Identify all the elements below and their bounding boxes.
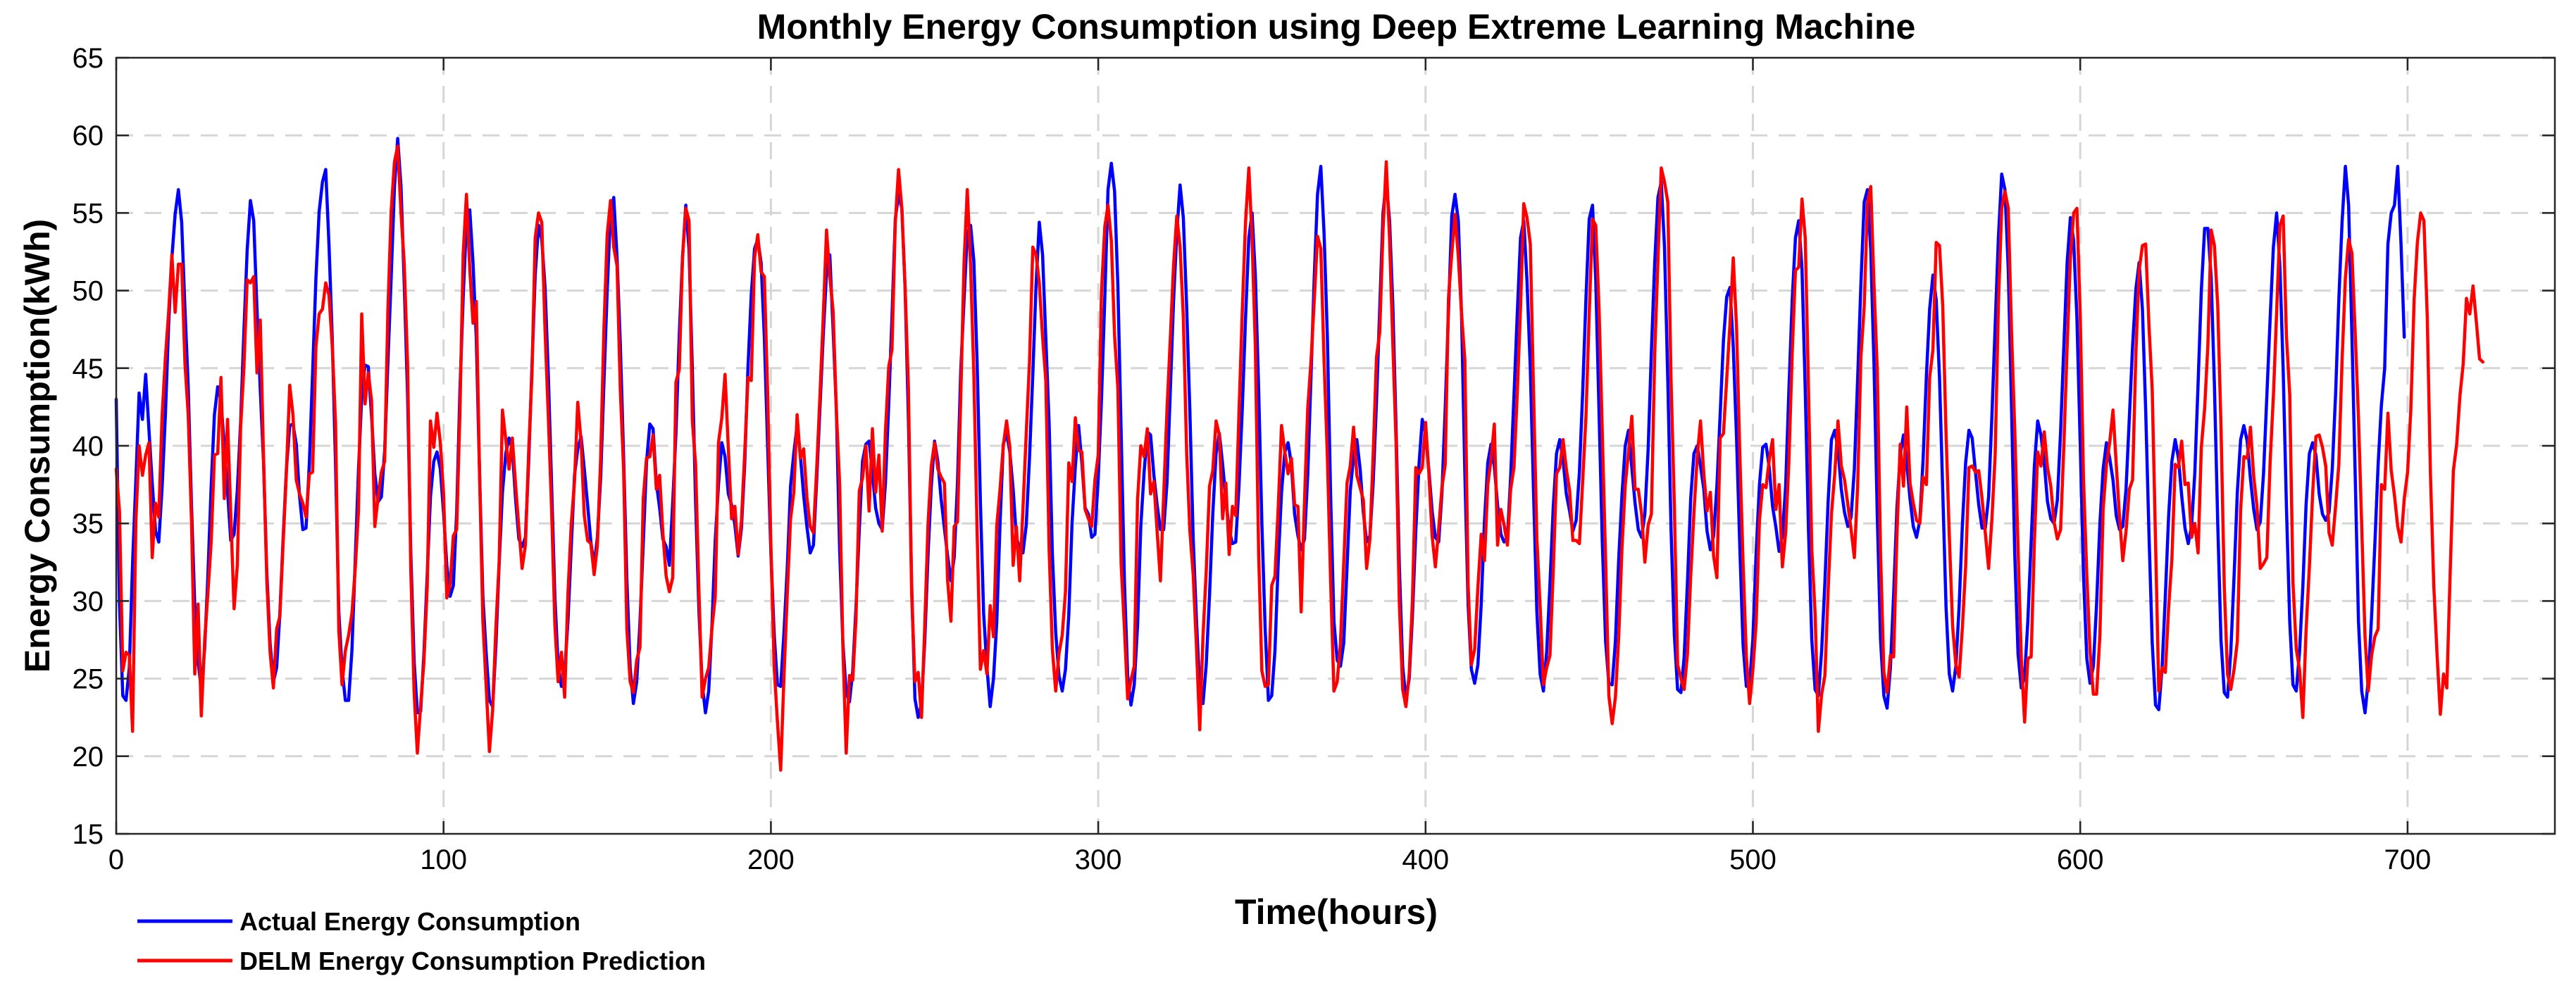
y-tick-label: 15 [73,819,104,850]
series-line-prediction [114,144,2485,772]
legend-label-actual: Actual Energy Consumption [239,907,580,936]
y-tick-label: 20 [73,742,104,773]
x-tick-label: 600 [2057,844,2104,875]
legend-label-prediction: DELM Energy Consumption Prediction [239,947,706,975]
y-tick-label: 55 [73,198,104,229]
x-axis-label: Time(hours) [1235,892,1438,932]
x-tick-label: 400 [1402,844,1449,875]
grid-lines [116,58,2555,834]
x-tick-label: 200 [747,844,795,875]
y-tick-label: 35 [73,508,104,539]
x-tick-labels: 0 100 200 300 400 500 600 700 [108,844,2431,875]
legend: Actual Energy Consumption DELM Energy Co… [137,907,706,975]
series-layer [114,137,2485,772]
x-tick-label: 0 [108,844,124,875]
x-tick-label: 700 [2384,844,2432,875]
y-tick-label: 45 [73,354,104,385]
y-axis-label: Energy Consumption(kWh) [18,219,57,673]
y-tick-labels: 15 20 25 30 35 40 45 50 55 60 65 [73,43,104,850]
x-tick-label: 300 [1075,844,1122,875]
x-tick-label: 500 [1729,844,1777,875]
x-tick-label: 100 [420,844,467,875]
tick-marks [115,56,2555,835]
y-tick-label: 25 [73,664,104,695]
chart-title: Monthly Energy Consumption using Deep Ex… [757,7,1916,46]
y-tick-label: 60 [73,120,104,151]
y-tick-label: 65 [73,43,104,74]
y-tick-label: 50 [73,276,104,307]
y-tick-label: 40 [73,431,104,462]
y-tick-label: 30 [73,586,104,617]
